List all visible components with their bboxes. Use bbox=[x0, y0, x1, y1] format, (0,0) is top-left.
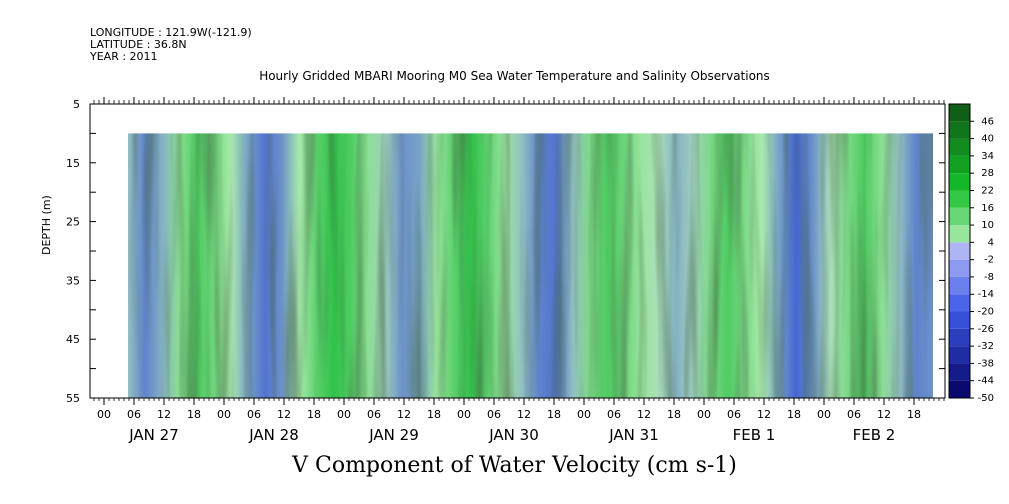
colorbar-label: -38 bbox=[978, 358, 994, 369]
colorbar-segment bbox=[949, 173, 970, 191]
colorbar-label: -20 bbox=[978, 307, 994, 318]
x-hour-tick-label: 00 bbox=[697, 408, 711, 421]
year-label: YEAR : 2011 bbox=[90, 50, 158, 63]
x-day-label: FEB 2 bbox=[853, 426, 896, 444]
colorbar-label: 16 bbox=[981, 203, 994, 214]
x-hour-tick-label: 06 bbox=[367, 408, 381, 421]
x-hour-tick-label: 06 bbox=[487, 408, 501, 421]
colorbar-label: -8 bbox=[984, 272, 994, 283]
colorbar-label: -2 bbox=[984, 255, 994, 266]
x-day-label: JAN 27 bbox=[128, 426, 179, 444]
x-hour-tick-label: 12 bbox=[277, 408, 291, 421]
y-tick-label: 5 bbox=[73, 98, 80, 111]
colorbar-segment bbox=[949, 363, 970, 381]
x-hour-tick-label: 18 bbox=[907, 408, 921, 421]
colorbar-label: -44 bbox=[978, 376, 994, 387]
colorbar-segment bbox=[949, 242, 970, 260]
x-hour-tick-label: 12 bbox=[877, 408, 891, 421]
colorbar-segment bbox=[949, 104, 970, 122]
y-tick-label: 25 bbox=[66, 216, 80, 229]
x-hour-tick-label: 12 bbox=[517, 408, 531, 421]
x-hour-tick-label: 06 bbox=[727, 408, 741, 421]
colorbar-segment bbox=[949, 276, 970, 295]
colorbar-segment bbox=[949, 225, 970, 243]
heatmap-texture bbox=[128, 133, 933, 398]
x-day-label: JAN 29 bbox=[368, 426, 419, 444]
x-hour-tick-label: 18 bbox=[787, 408, 801, 421]
x-hour-tick-label: 18 bbox=[667, 408, 681, 421]
x-day-label: JAN 31 bbox=[608, 426, 659, 444]
y-tick-label: 55 bbox=[66, 392, 80, 405]
colorbar-segment bbox=[949, 259, 970, 277]
x-hour-tick-label: 18 bbox=[307, 408, 321, 421]
colorbar-label: 46 bbox=[981, 116, 994, 127]
x-hour-tick-label: 06 bbox=[127, 408, 141, 421]
x-hour-tick-label: 00 bbox=[97, 408, 111, 421]
colorbar-label: 4 bbox=[988, 237, 994, 248]
colorbar-segment bbox=[949, 294, 970, 312]
x-hour-tick-label: 00 bbox=[457, 408, 471, 421]
x-hour-tick-label: 06 bbox=[607, 408, 621, 421]
y-tick-label: 35 bbox=[66, 274, 80, 287]
colorbar-label: 22 bbox=[981, 185, 994, 196]
colorbar-segment bbox=[949, 311, 970, 329]
x-hour-tick-label: 06 bbox=[847, 408, 861, 421]
colorbar-segment bbox=[949, 138, 970, 156]
x-hour-tick-label: 12 bbox=[157, 408, 171, 421]
x-hour-tick-label: 00 bbox=[217, 408, 231, 421]
colorbar-segment bbox=[949, 380, 970, 398]
chart-title: Hourly Gridded MBARI Mooring M0 Sea Wate… bbox=[259, 69, 770, 83]
x-hour-tick-label: 12 bbox=[757, 408, 771, 421]
latitude-label: LATITUDE : 36.8N bbox=[90, 38, 187, 51]
x-hour-tick-label: 18 bbox=[427, 408, 441, 421]
x-day-label: JAN 28 bbox=[248, 426, 299, 444]
colorbar-label: -32 bbox=[978, 341, 994, 352]
x-hour-tick-label: 06 bbox=[247, 408, 261, 421]
x-hour-tick-label: 00 bbox=[337, 408, 351, 421]
colorbar-segment bbox=[949, 121, 970, 139]
colorbar-frame bbox=[948, 103, 971, 399]
x-day-label: FEB 1 bbox=[733, 426, 776, 444]
colorbar-label: 34 bbox=[981, 151, 994, 162]
colorbar-label: 28 bbox=[981, 168, 994, 179]
colorbar-label: 10 bbox=[981, 220, 994, 231]
x-hour-tick-label: 00 bbox=[817, 408, 831, 421]
colorbar-segment bbox=[949, 190, 970, 208]
x-axis-label: V Component of Water Velocity (cm s-1) bbox=[292, 453, 737, 478]
x-hour-tick-label: 18 bbox=[187, 408, 201, 421]
colorbar-label: -50 bbox=[978, 393, 994, 404]
x-hour-tick-label: 12 bbox=[637, 408, 651, 421]
y-tick-label: 15 bbox=[66, 157, 80, 170]
y-tick-label: 45 bbox=[66, 333, 80, 346]
colorbar-segment bbox=[949, 328, 970, 347]
x-hour-tick-label: 12 bbox=[397, 408, 411, 421]
colorbar-segment bbox=[949, 207, 970, 226]
colorbar-label: 40 bbox=[981, 134, 994, 145]
colorbar-segment bbox=[949, 346, 970, 364]
x-hour-tick-label: 00 bbox=[577, 408, 591, 421]
x-day-label: JAN 30 bbox=[488, 426, 539, 444]
longitude-label: LONGITUDE : 121.9W(-121.9) bbox=[90, 26, 252, 39]
colorbar-segment bbox=[949, 155, 970, 174]
x-hour-tick-label: 18 bbox=[547, 408, 561, 421]
colorbar-label: -26 bbox=[978, 324, 994, 335]
colorbar-label: -14 bbox=[978, 289, 994, 300]
